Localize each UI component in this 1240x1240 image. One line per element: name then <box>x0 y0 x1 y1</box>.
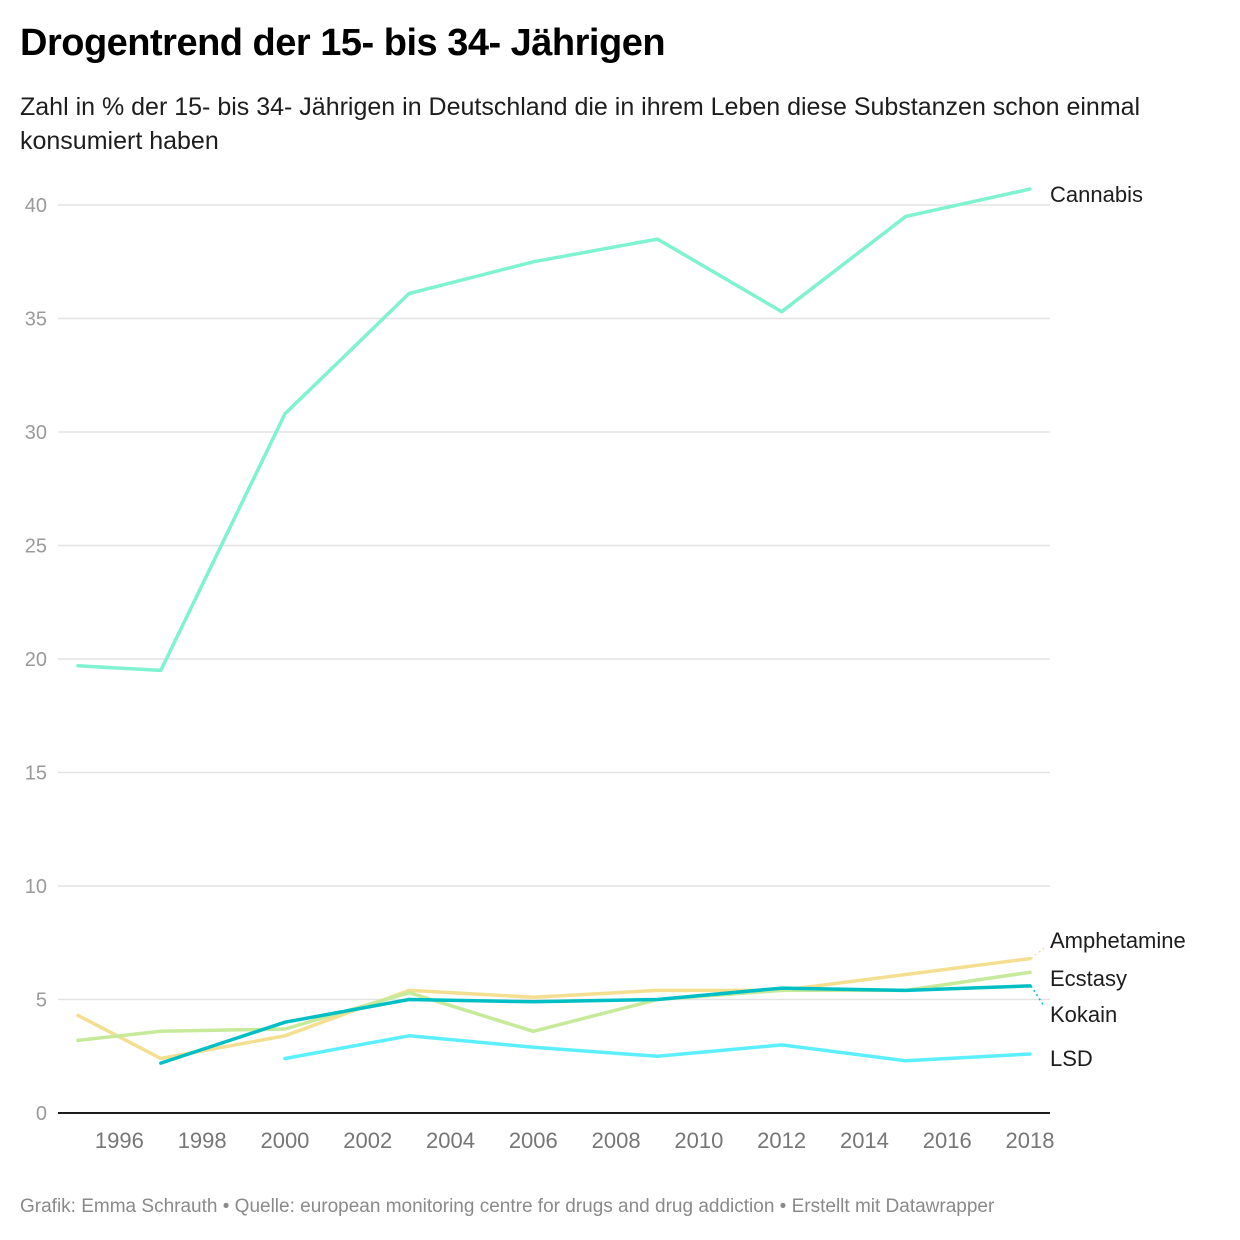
footer-credits: Grafik: Emma Schrauth • Quelle: european… <box>20 1196 995 1217</box>
label-connector-amphetamine <box>1030 947 1045 960</box>
y-tick-label: 10 <box>25 876 47 898</box>
chart-title: Drogentrend der 15- bis 34- Jährigen <box>20 22 666 64</box>
x-tick-label: 2002 <box>343 1128 392 1153</box>
series-line-lsd <box>283 1034 1032 1063</box>
series-label-ecstasy: Ecstasy <box>1050 966 1127 991</box>
x-tick-label: 2012 <box>757 1128 806 1153</box>
series-line-ecstasy <box>76 970 1032 1043</box>
series-lines <box>76 187 1032 1065</box>
x-axis-ticks: 1996 1998 2000 2002 2004 2006 2008 2010 2012 2014… <box>95 1128 1055 1153</box>
y-tick-label: 25 <box>25 536 47 558</box>
y-tick-label: 0 <box>36 1103 47 1125</box>
x-tick-label: 2004 <box>426 1128 475 1153</box>
y-axis-ticks: 0 5 10 15 20 25 30 35 40 <box>25 195 47 1125</box>
x-tick-label: 2008 <box>592 1128 641 1153</box>
y-tick-label: 40 <box>25 195 47 217</box>
label-connector-kokain <box>1030 985 1045 1007</box>
y-tick-label: 5 <box>36 990 47 1012</box>
x-tick-label: 2014 <box>840 1128 889 1153</box>
gridlines <box>58 204 1050 1001</box>
chart-subtitle: Zahl in % der 15- bis 34- Jährigen in De… <box>20 93 1141 155</box>
y-tick-label: 30 <box>25 422 47 444</box>
series-line-cannabis <box>76 187 1032 673</box>
series-label-lsd: LSD <box>1050 1046 1093 1071</box>
y-tick-label: 35 <box>25 309 47 331</box>
series-labels: Cannabis Amphetamine Ecstasy Kokain LSD <box>1030 182 1186 1071</box>
series-label-cannabis: Cannabis <box>1050 182 1143 207</box>
y-tick-label: 20 <box>25 649 47 671</box>
series-label-kokain: Kokain <box>1050 1002 1117 1027</box>
x-tick-label: 1998 <box>178 1128 227 1153</box>
x-tick-label: 2006 <box>509 1128 558 1153</box>
series-line-kokain <box>159 984 1032 1065</box>
x-tick-label: 2000 <box>260 1128 309 1153</box>
x-tick-label: 2016 <box>923 1128 972 1153</box>
y-tick-label: 15 <box>25 763 47 785</box>
x-tick-label: 2018 <box>1006 1128 1055 1153</box>
x-tick-label: 1996 <box>95 1128 144 1153</box>
series-label-amphetamine: Amphetamine <box>1050 928 1186 953</box>
x-tick-label: 2010 <box>674 1128 723 1153</box>
